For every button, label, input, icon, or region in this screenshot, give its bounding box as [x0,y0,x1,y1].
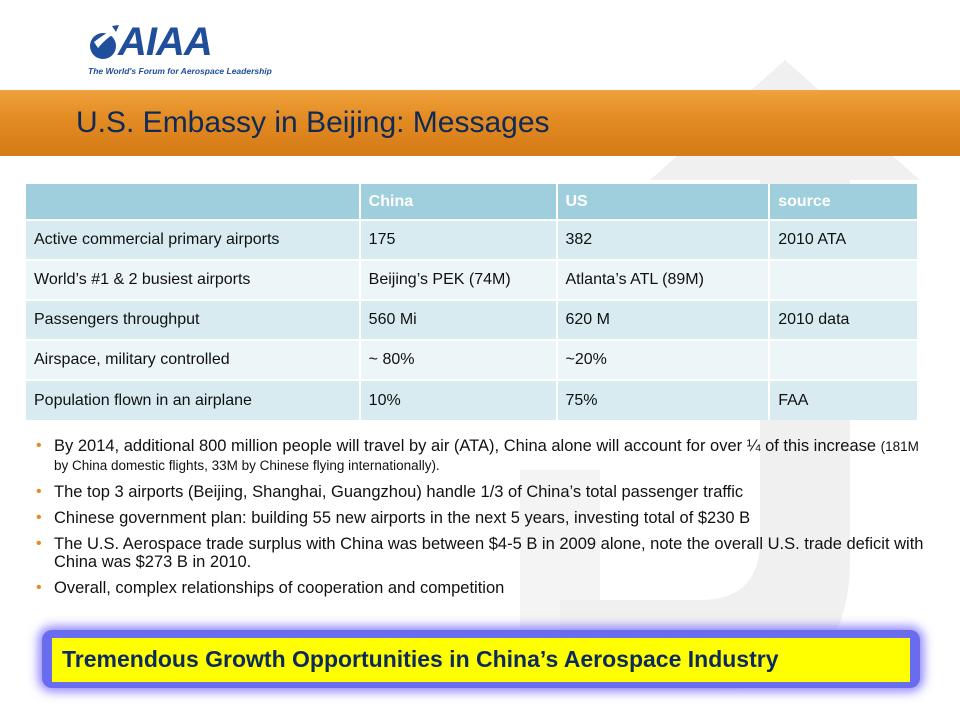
china-value: 10% [359,379,558,420]
bullet-note: (181M by China domestic flights, 33M by … [54,439,919,473]
bullet-dot-icon: • [36,483,42,500]
bullet-text: The top 3 airports (Beijing, Shanghai, G… [54,483,744,501]
highlight-banner: Tremendous Growth Opportunities in China… [52,638,910,682]
slide-title: U.S. Embassy in Beijing: Messages [76,106,550,139]
china-value: 560 Mi [359,299,558,340]
china-value: Beijing’s PEK (74M) [359,259,558,300]
bullet-dot-icon: • [36,535,42,552]
us-value: 382 [556,219,771,260]
table-row: Passengers throughput 560 Mi 620 M 2010 … [26,299,919,340]
comparison-table: China US source Active commercial primar… [26,184,919,420]
header-cell-china: China [359,184,558,220]
source-value: 2010 data [769,299,919,340]
header-cell-us: US [556,184,771,220]
us-value: Atlanta’s ATL (89M) [556,259,771,300]
source-value [769,339,919,380]
china-value: ~ 80% [359,339,558,380]
bullet-list: • By 2014, additional 800 million people… [36,437,936,605]
us-value: 75% [556,379,771,420]
china-value: 175 [359,219,558,260]
row-label: World’s #1 & 2 busiest airports [26,259,361,300]
bullet-text: By 2014, additional 800 million people w… [54,437,881,455]
bullet-dot-icon: • [36,509,42,526]
bullet-text: The U.S. Aerospace trade surplus with Ch… [54,535,924,571]
logo-letters: AIAA [118,20,213,64]
table-row: Active commercial primary airports 175 3… [26,219,919,260]
table-row: Airspace, military controlled ~ 80% ~20% [26,339,919,380]
source-value [769,259,919,300]
list-item: • Chinese government plan: building 55 n… [36,509,936,527]
list-item: • The U.S. Aerospace trade surplus with … [36,535,936,571]
source-value: 2010 ATA [769,219,919,260]
row-label: Airspace, military controlled [26,339,361,380]
table-header-row: China US source [26,184,919,220]
bullet-text: Overall, complex relationships of cooper… [54,579,505,597]
row-label: Passengers throughput [26,299,361,340]
us-value: ~20% [556,339,771,380]
list-item: • Overall, complex relationships of coop… [36,579,936,597]
table-row: Population flown in an airplane 10% 75% … [26,379,919,420]
bullet-dot-icon: • [36,579,42,596]
aiaa-logo: AIAA The World's Forum for Aerospace Lea… [88,20,272,80]
us-value: 620 M [556,299,771,340]
list-item: • The top 3 airports (Beijing, Shanghai,… [36,483,936,501]
table-row: World’s #1 & 2 busiest airports Beijing’… [26,259,919,300]
bullet-text: Chinese government plan: building 55 new… [54,509,751,527]
header-cell-source: source [769,184,919,220]
row-label: Population flown in an airplane [26,379,361,420]
aiaa-globe-icon [90,25,119,59]
list-item: • By 2014, additional 800 million people… [36,437,936,475]
source-value: FAA [769,379,919,420]
header-cell-empty [26,184,361,220]
logo-tagline: The World's Forum for Aerospace Leadersh… [88,66,272,76]
row-label: Active commercial primary airports [26,219,361,260]
bullet-dot-icon: • [36,437,42,454]
title-band [0,90,960,156]
